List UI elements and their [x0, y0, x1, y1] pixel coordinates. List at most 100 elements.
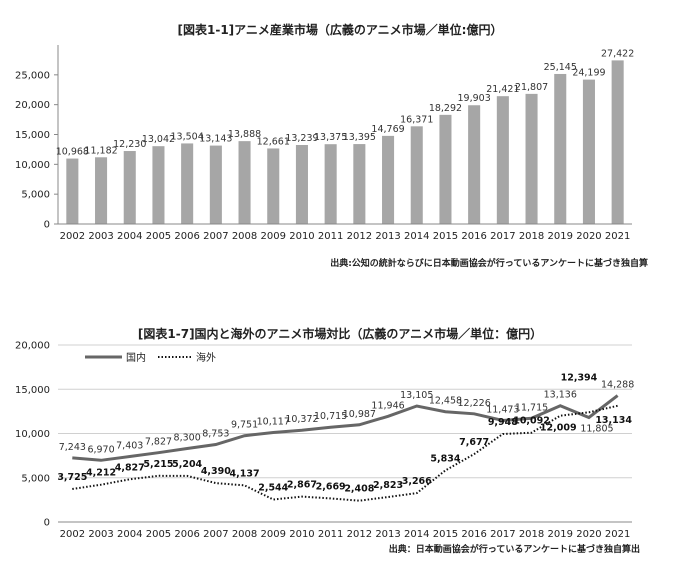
overseas-value-label: 4,137 — [230, 468, 260, 479]
bar — [468, 105, 481, 224]
x-tick-label: 2016 — [461, 529, 486, 540]
x-tick-label: 2015 — [433, 231, 458, 242]
line-chart-source: 出典：日本動画協会が行っているアンケートに基づき独自算出 — [389, 543, 640, 555]
domestic-value-label: 8,753 — [202, 429, 229, 440]
domestic-value-label: 8,300 — [174, 433, 201, 444]
bar-value-label: 10,968 — [56, 147, 89, 158]
overseas-value-label: 9,948 — [488, 417, 518, 428]
x-tick-label: 2013 — [375, 231, 400, 242]
x-tick-label: 2008 — [232, 529, 257, 540]
bar-chart-source: 出典:公知の統計ならびに日本動画協会が行っているアンケートに基づき独自算 — [330, 257, 648, 269]
overseas-value-label: 7,677 — [459, 437, 489, 448]
bar — [238, 141, 251, 224]
y-tick-label: 0 — [44, 518, 50, 529]
line-chart-data-labels: 7,243 6,970 7,403 7,827 8,300 8,7539,75110,11… — [57, 372, 634, 494]
x-tick-label: 2021 — [605, 529, 630, 540]
y-tick-label: 15,000 — [15, 385, 50, 396]
bar — [496, 96, 509, 224]
overseas-value-label: 2,544 — [258, 482, 288, 493]
y-tick-label: 5,000 — [21, 190, 50, 201]
bar-value-label: 25,145 — [544, 62, 577, 73]
x-tick-label: 2005 — [146, 231, 171, 242]
x-tick-label: 2011 — [318, 529, 343, 540]
bar-value-label: 14,769 — [371, 124, 404, 135]
bar — [525, 93, 538, 224]
bar — [611, 60, 624, 224]
domestic-value-label: 10,987 — [343, 409, 376, 420]
domestic-value-label: 13,105 — [400, 390, 433, 401]
x-tick-label: 2019 — [548, 231, 573, 242]
x-tick-label: 2016 — [461, 231, 486, 242]
series-line-domestic — [72, 394, 619, 462]
x-tick-label: 2010 — [289, 231, 314, 242]
domestic-value-label: 7,827 — [145, 437, 172, 448]
x-tick-label: 2011 — [318, 231, 343, 242]
x-tick-label: 2006 — [174, 231, 199, 242]
x-tick-label: 2018 — [519, 231, 544, 242]
x-tick-label: 2021 — [605, 231, 630, 242]
overseas-value-label: 2,867 — [287, 480, 317, 491]
overseas-value-label: 2,669 — [316, 481, 346, 492]
overseas-value-label: 3,725 — [57, 472, 87, 483]
line-chart-y-axis: 0 5,000 10,000 15,000 20,000 — [15, 341, 50, 529]
domestic-value-label: 12,226 — [458, 398, 491, 409]
x-tick-label: 2014 — [404, 231, 429, 242]
bar-chart-data-labels: 10,96811,18212,23013,04213,50413,14313,8… — [56, 48, 635, 157]
bar — [181, 143, 194, 224]
x-tick-label: 2014 — [404, 529, 429, 540]
domestic-value-label: 13,136 — [544, 390, 577, 401]
x-tick-label: 2004 — [117, 529, 142, 540]
bar-value-label: 13,395 — [343, 132, 376, 143]
legend-label-domestic: 国内 — [126, 351, 146, 364]
domestic-value-label: 10,715 — [314, 411, 347, 422]
bar-value-label: 13,888 — [228, 129, 261, 140]
line-chart-legend: 国内 海外 — [85, 351, 216, 364]
x-tick-label: 2003 — [88, 529, 113, 540]
x-tick-label: 2020 — [576, 231, 601, 242]
overseas-value-label: 10,092 — [513, 416, 550, 427]
domestic-value-label: 12,458 — [429, 396, 462, 407]
bar-chart: [図表1-1]アニメ産業市場（広義のアニメ市場／単位:億円） 0 5,000 10,… — [15, 22, 648, 269]
y-tick-label: 10,000 — [15, 160, 50, 171]
overseas-value-label: 12,009 — [540, 423, 577, 434]
y-tick-label: 15,000 — [15, 130, 50, 141]
x-tick-label: 2003 — [88, 231, 113, 242]
x-tick-label: 2017 — [490, 231, 515, 242]
y-tick-label: 20,000 — [15, 341, 50, 352]
y-tick-label: 25,000 — [15, 70, 50, 81]
overseas-value-label: 3,266 — [402, 476, 432, 487]
bar-value-label: 12,230 — [113, 139, 146, 150]
overseas-value-label: 2,408 — [344, 484, 374, 495]
domestic-value-label: 11,805 — [580, 424, 613, 435]
x-tick-label: 2017 — [490, 529, 515, 540]
bar — [95, 157, 108, 224]
bar-value-label: 12,661 — [257, 136, 290, 147]
bar-value-label: 13,239 — [285, 133, 318, 144]
overseas-value-label: 5,215 — [143, 459, 173, 470]
domestic-value-label: 11,715 — [515, 402, 548, 413]
x-tick-label: 2009 — [261, 529, 286, 540]
x-tick-label: 2009 — [261, 231, 286, 242]
domestic-value-label: 10,372 — [285, 414, 318, 425]
bar-value-label: 13,042 — [142, 134, 175, 145]
x-tick-label: 2007 — [203, 231, 228, 242]
domestic-value-label: 9,751 — [231, 420, 258, 431]
domestic-value-label: 10,117 — [257, 416, 290, 427]
bar — [152, 146, 165, 224]
x-tick-label: 2002 — [60, 529, 85, 540]
bar — [439, 114, 452, 224]
overseas-value-label: 2,823 — [373, 480, 403, 491]
x-tick-label: 2018 — [519, 529, 544, 540]
x-tick-label: 2015 — [433, 529, 458, 540]
bar-value-label: 13,504 — [171, 131, 204, 142]
bar-value-label: 13,143 — [199, 134, 232, 145]
x-tick-label: 2002 — [60, 231, 85, 242]
x-tick-label: 2020 — [576, 529, 601, 540]
bar-chart-y-axis: 0 5,000 10,000 15,000 20,000 25,000 — [15, 45, 59, 231]
bar — [295, 145, 308, 224]
x-tick-label: 2006 — [174, 529, 199, 540]
bar — [123, 151, 136, 224]
y-tick-label: 10,000 — [15, 429, 50, 440]
bar-value-label: 11,182 — [84, 145, 117, 156]
